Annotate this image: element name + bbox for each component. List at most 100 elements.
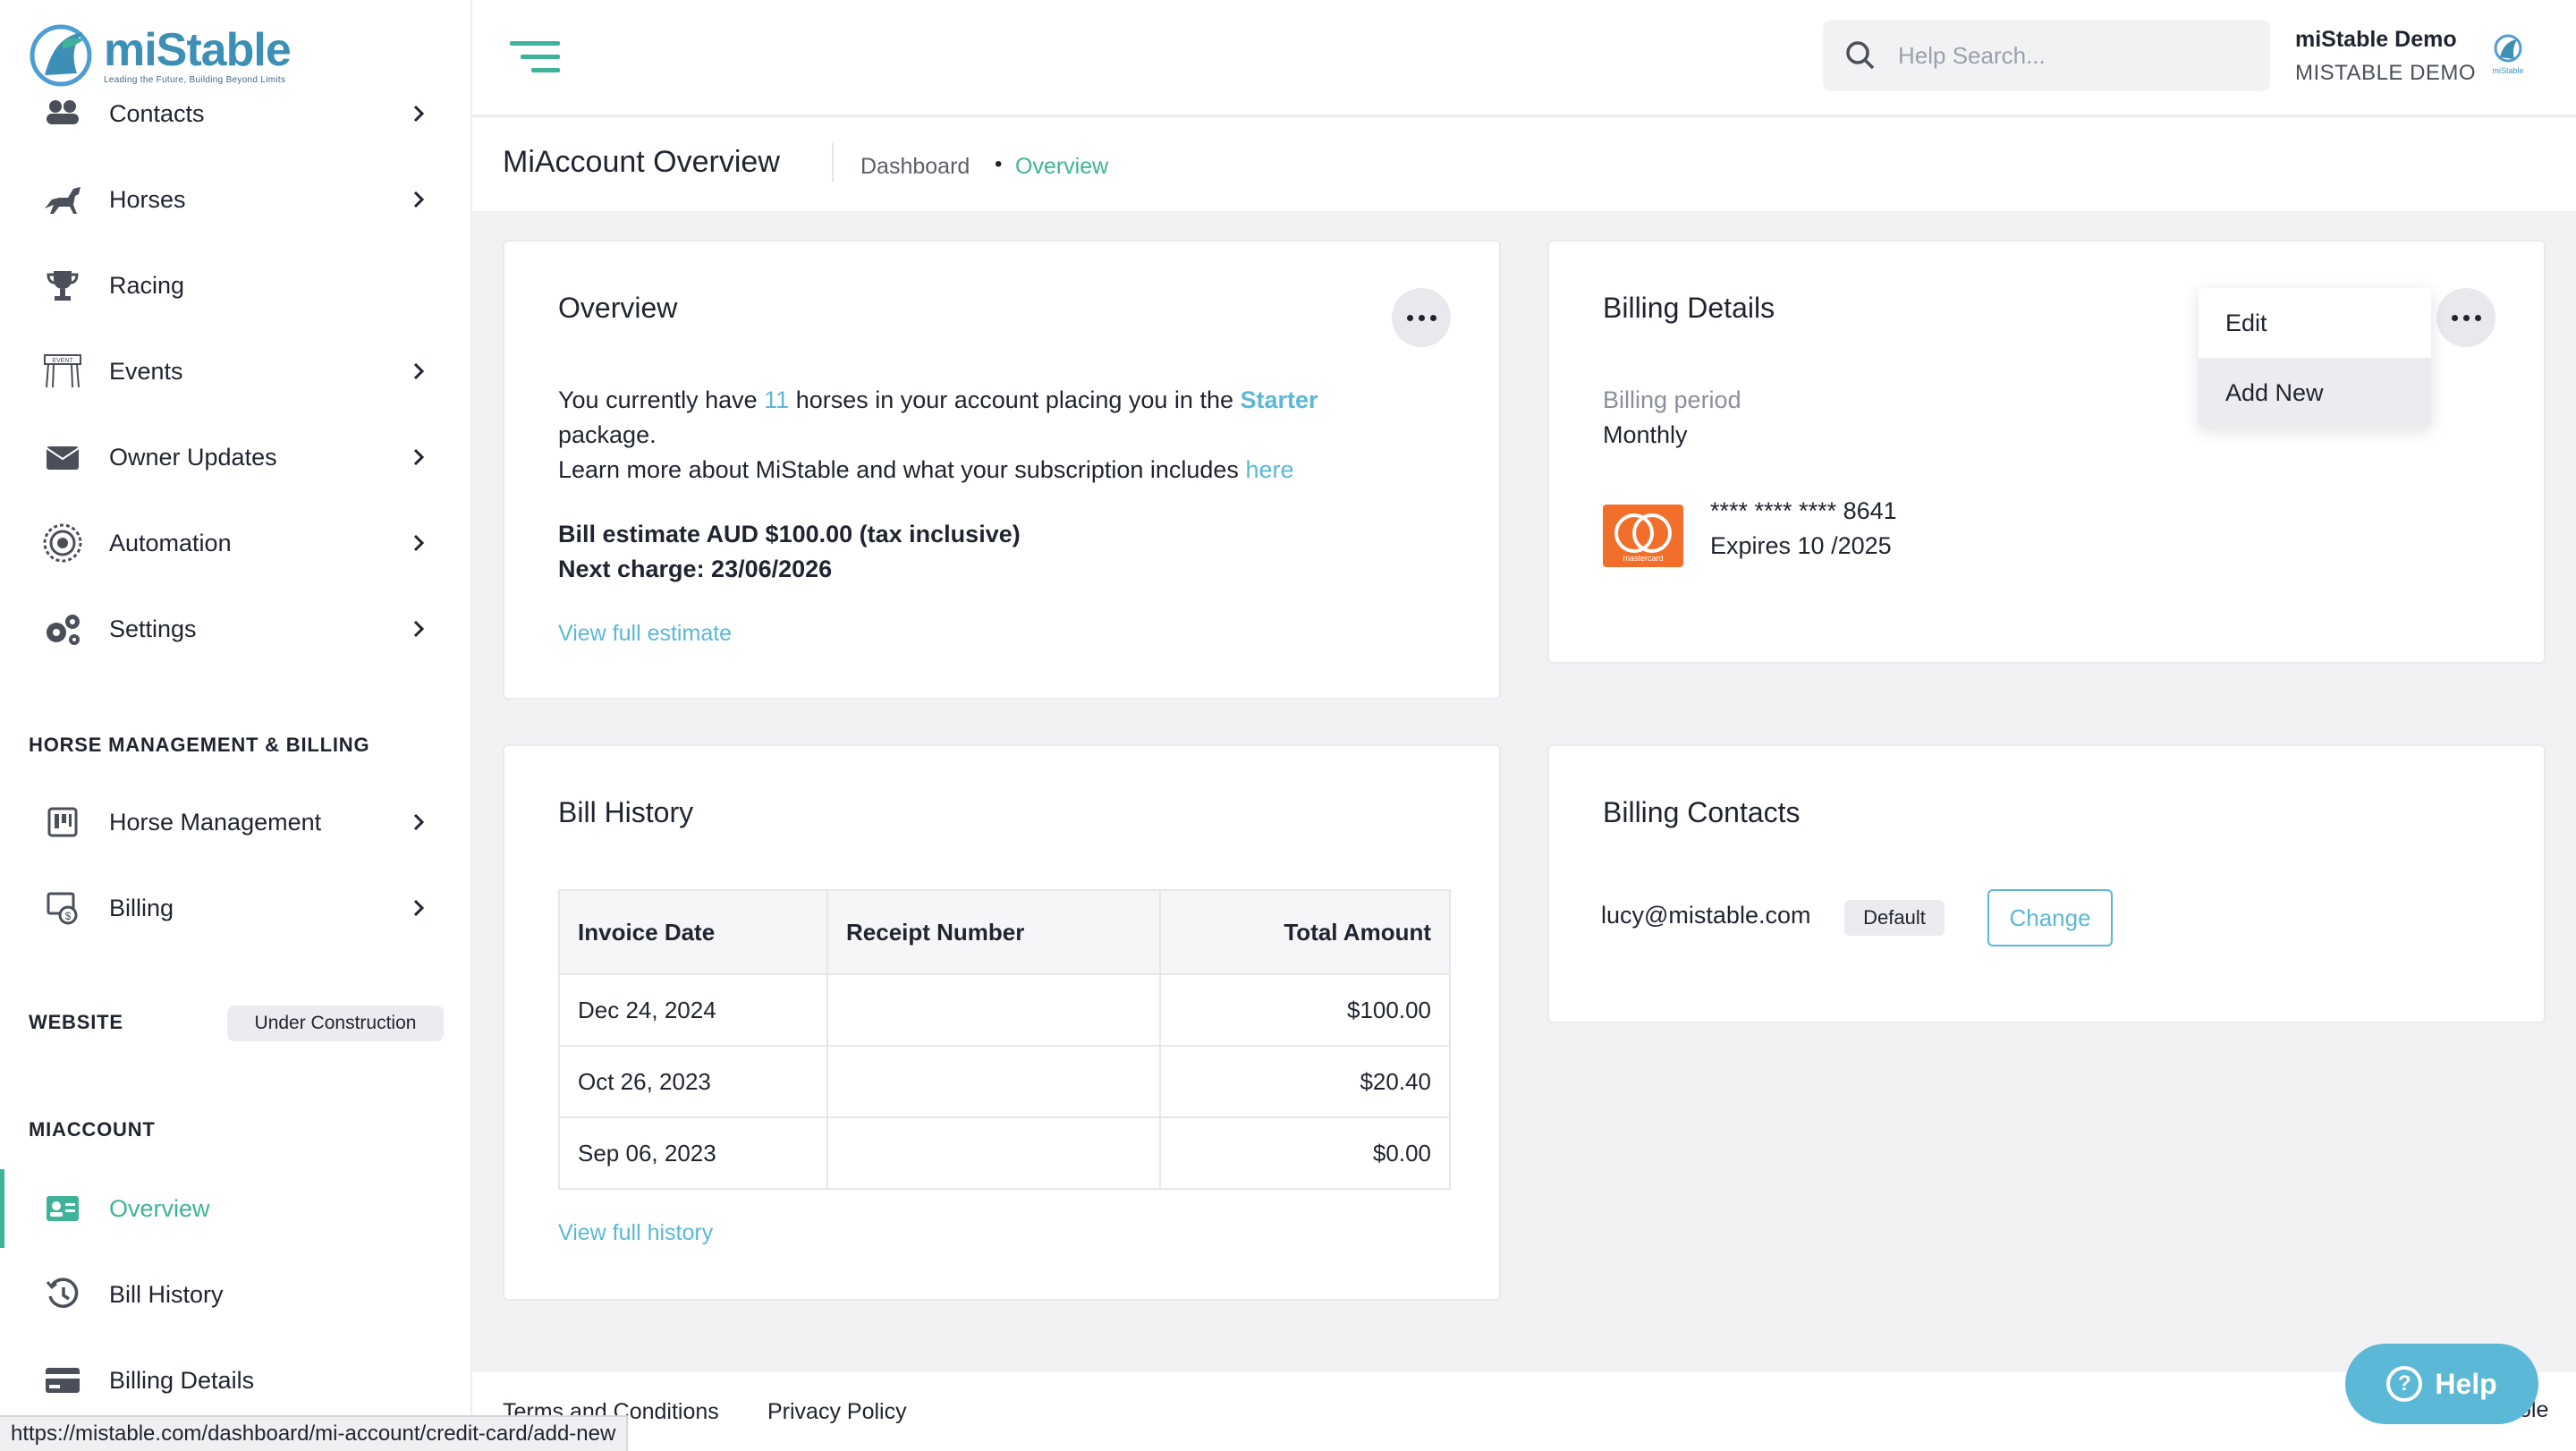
dropdown-edit-item[interactable]: Edit bbox=[2225, 309, 2267, 336]
card-expiry: Expires 10 /2025 bbox=[1710, 532, 1892, 559]
billing-icon: $ bbox=[41, 887, 84, 929]
help-search-box[interactable] bbox=[1823, 20, 2270, 91]
menu-toggle-icon[interactable] bbox=[510, 39, 560, 75]
status-bar-url: https://mistable.com/dashboard/mi-accoun… bbox=[0, 1415, 629, 1451]
sidebar: Contacts miStable Leading the Future, Bu… bbox=[0, 0, 472, 1451]
sidebar-item-label: Overview bbox=[109, 1194, 210, 1222]
chevron-right-icon bbox=[413, 191, 425, 208]
plan-name: Starter bbox=[1240, 386, 1318, 413]
horse-count-text: You currently have 11 horses in your acc… bbox=[558, 386, 1318, 414]
billing-contact-email: lucy@mistable.com bbox=[1601, 902, 1811, 929]
events-icon: EVENT bbox=[41, 350, 84, 393]
horse-head-logo-icon bbox=[30, 24, 92, 87]
chevron-right-icon bbox=[413, 620, 425, 638]
change-contact-button[interactable]: Change bbox=[1987, 889, 2113, 946]
page-header: MiAccount Overview Dashboard • Overview bbox=[472, 118, 2576, 211]
table-row[interactable]: Sep 06, 2023 $0.00 bbox=[558, 1116, 1451, 1190]
sidebar-item-horse-management[interactable]: Horse Management bbox=[0, 791, 470, 853]
view-full-estimate-link[interactable]: View full estimate bbox=[558, 621, 733, 646]
sidebar-item-billing[interactable]: $ Billing bbox=[0, 877, 470, 939]
sidebar-item-label: Billing Details bbox=[109, 1366, 255, 1394]
sidebar-item-label: Horses bbox=[109, 185, 186, 213]
sidebar-item-label: Owner Updates bbox=[109, 443, 277, 471]
horse-management-icon bbox=[41, 801, 84, 844]
app-logo[interactable]: miStable Leading the Future, Building Be… bbox=[27, 21, 470, 89]
total-amount-cell: $20.40 bbox=[1159, 1045, 1451, 1118]
billing-details-more-button[interactable] bbox=[2436, 288, 2496, 347]
total-amount-cell: $100.00 bbox=[1159, 973, 1451, 1047]
view-full-history-link[interactable]: View full history bbox=[558, 1220, 714, 1245]
chevron-right-icon bbox=[413, 813, 425, 831]
receipt-number-cell bbox=[826, 1116, 1161, 1190]
invoice-date-cell: Sep 06, 2023 bbox=[558, 1116, 828, 1190]
package-text: package. bbox=[558, 421, 657, 448]
bill-estimate: Bill estimate AUD $100.00 (tax inclusive… bbox=[558, 521, 1021, 547]
default-badge: Default bbox=[1844, 900, 1945, 936]
column-header-total-amount[interactable]: Total Amount bbox=[1159, 889, 1451, 975]
under-construction-badge: Under Construction bbox=[227, 1006, 444, 1041]
horse-count-value: 11 bbox=[764, 386, 790, 413]
learn-more-prefix: Learn more about MiStable and what your … bbox=[558, 456, 1246, 483]
logo-name: miStable bbox=[104, 23, 292, 76]
help-search-input[interactable] bbox=[1898, 20, 2256, 91]
contacts-icon bbox=[41, 92, 84, 135]
svg-text:EVENT: EVENT bbox=[52, 358, 73, 364]
sidebar-item-label: Automation bbox=[109, 529, 232, 556]
overview-card-title: Overview bbox=[558, 292, 678, 324]
credit-card-icon bbox=[41, 1359, 84, 1402]
id-card-icon bbox=[41, 1187, 84, 1230]
sidebar-item-horses[interactable]: Horses bbox=[0, 168, 470, 231]
column-header-invoice-date[interactable]: Invoice Date bbox=[558, 889, 828, 975]
logo-tagline: Leading the Future, Building Beyond Limi… bbox=[104, 74, 286, 85]
billing-contacts-card: Billing Contacts bbox=[1547, 744, 2546, 1023]
sidebar-item-events[interactable]: EVENT Events bbox=[0, 340, 470, 403]
footer: Terms and Conditions Privacy Policy bbox=[472, 1372, 2576, 1451]
chevron-right-icon bbox=[413, 448, 425, 466]
trophy-icon bbox=[41, 264, 84, 307]
sidebar-item-label: Racing bbox=[109, 271, 185, 299]
chevron-right-icon bbox=[413, 105, 425, 123]
svg-text:$: $ bbox=[65, 910, 72, 922]
learn-more-link[interactable]: here bbox=[1245, 456, 1294, 483]
sidebar-item-settings[interactable]: Settings bbox=[0, 598, 470, 660]
learn-more-text: Learn more about MiStable and what your … bbox=[558, 456, 1293, 484]
mastercard-icon: mastercard bbox=[1603, 505, 1683, 567]
user-organization: MISTABLE DEMO bbox=[2295, 61, 2477, 85]
help-button-label: Help bbox=[2435, 1367, 2497, 1400]
page-title: MiAccount Overview bbox=[503, 145, 780, 179]
sidebar-item-label: Bill History bbox=[109, 1280, 224, 1308]
total-amount-cell: $0.00 bbox=[1159, 1116, 1451, 1190]
sidebar-item-automation[interactable]: Automation bbox=[0, 512, 470, 574]
column-header-receipt-number[interactable]: Receipt Number bbox=[826, 889, 1161, 975]
header-divider bbox=[832, 143, 834, 182]
table-row[interactable]: Oct 26, 2023 $20.40 bbox=[558, 1045, 1451, 1118]
sidebar-item-label: Settings bbox=[109, 615, 197, 642]
horse-icon bbox=[41, 178, 84, 221]
user-avatar[interactable]: miStable bbox=[2485, 30, 2531, 77]
bill-history-card: Bill History Invoice Date Receipt Number… bbox=[503, 744, 1501, 1301]
user-name[interactable]: miStable Demo bbox=[2295, 27, 2457, 52]
privacy-policy-link[interactable]: Privacy Policy bbox=[767, 1399, 907, 1424]
help-button[interactable]: ? Help bbox=[2345, 1344, 2538, 1424]
overview-card: Overview You currently have 11 horses in… bbox=[503, 240, 1501, 700]
envelope-icon bbox=[41, 436, 84, 479]
sidebar-item-racing[interactable]: Racing bbox=[0, 254, 470, 317]
sidebar-item-overview[interactable]: Overview bbox=[0, 1169, 470, 1248]
avatar-text: miStable bbox=[2492, 66, 2523, 75]
breadcrumb-dashboard[interactable]: Dashboard bbox=[860, 154, 970, 179]
sidebar-item-owner-updates[interactable]: Owner Updates bbox=[0, 426, 470, 488]
dropdown-add-new-item[interactable]: Add New bbox=[2199, 358, 2431, 428]
billing-details-dropdown-menu: Edit Add New bbox=[2199, 288, 2431, 428]
sidebar-item-bill-history[interactable]: Bill History bbox=[0, 1263, 470, 1326]
sidebar-item-billing-details[interactable]: Billing Details bbox=[0, 1349, 470, 1412]
table-row[interactable]: Dec 24, 2024 $100.00 bbox=[558, 973, 1451, 1047]
chevron-right-icon bbox=[413, 534, 425, 552]
search-icon bbox=[1846, 41, 1875, 70]
card-number: **** **** **** 8641 bbox=[1710, 497, 1897, 524]
sidebar-item-contacts[interactable]: Contacts bbox=[0, 82, 470, 145]
history-icon bbox=[41, 1273, 84, 1316]
sidebar-item-label: Contacts bbox=[109, 99, 205, 127]
section-title-website: WEBSITE bbox=[29, 1011, 123, 1033]
card-brand-text: mastercard bbox=[1623, 554, 1663, 563]
overview-more-button[interactable] bbox=[1392, 288, 1451, 347]
